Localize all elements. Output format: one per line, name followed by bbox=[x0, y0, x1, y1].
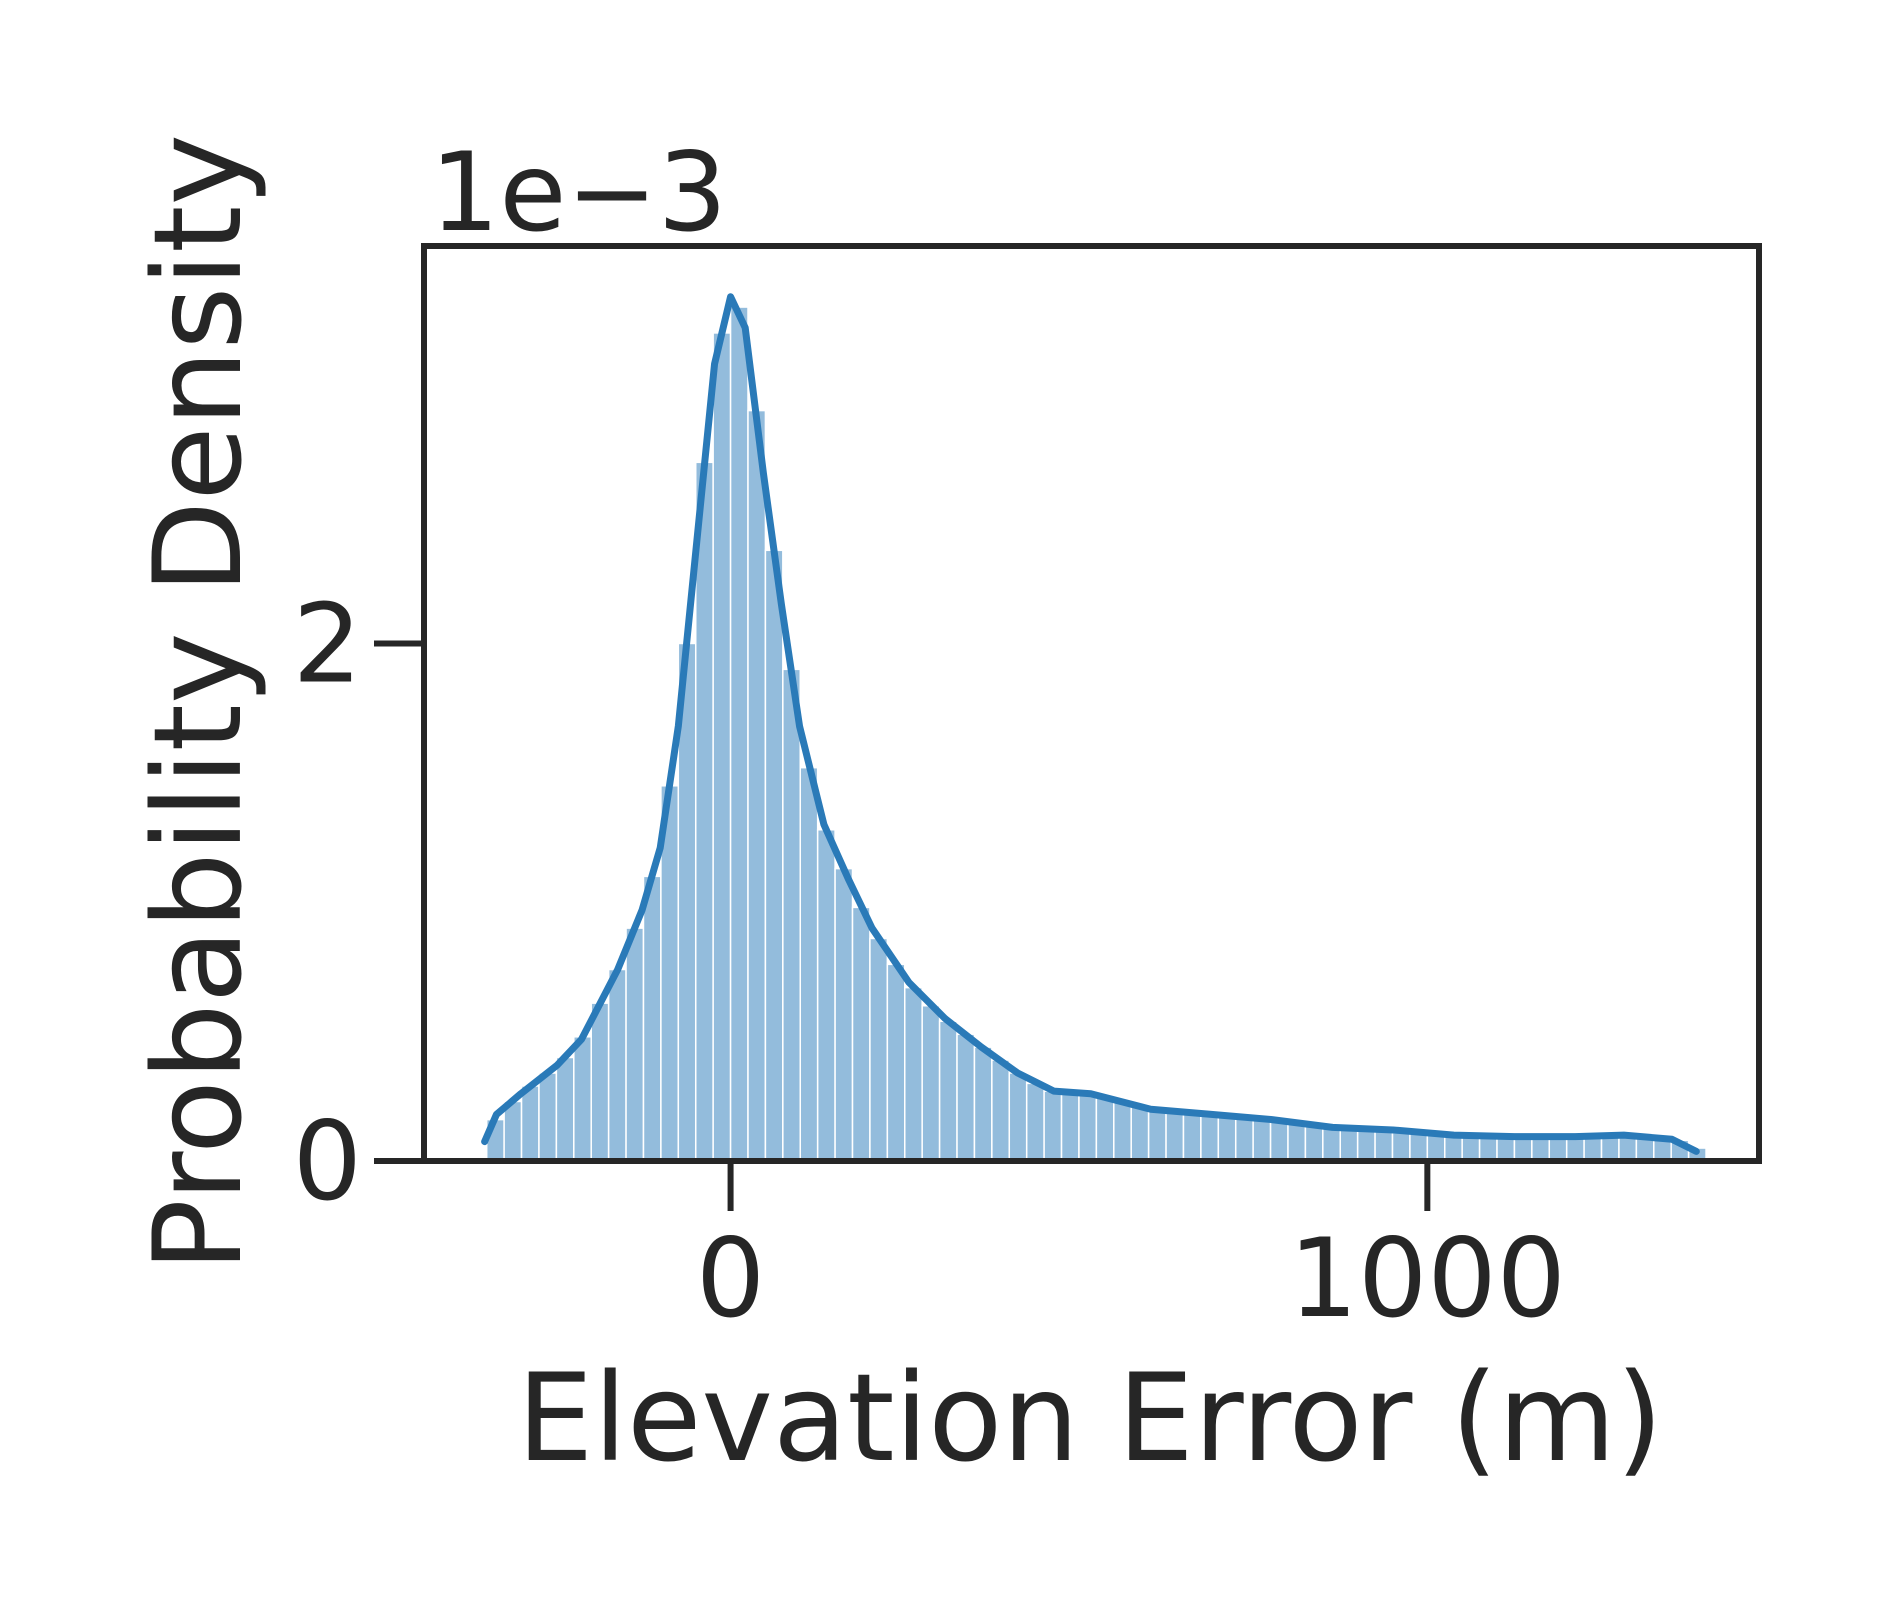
bar bbox=[1182, 1112, 1202, 1162]
bar bbox=[1339, 1127, 1359, 1162]
bar bbox=[503, 1100, 523, 1162]
bar bbox=[816, 829, 836, 1162]
bar bbox=[1113, 1100, 1132, 1162]
bar bbox=[1374, 1129, 1394, 1162]
bar bbox=[886, 963, 906, 1162]
bar bbox=[1426, 1132, 1446, 1162]
bar bbox=[625, 927, 645, 1162]
bar bbox=[1269, 1118, 1289, 1162]
bar bbox=[729, 306, 749, 1162]
bar bbox=[869, 937, 889, 1162]
bar bbox=[1008, 1072, 1028, 1162]
bar bbox=[1409, 1131, 1429, 1162]
bar bbox=[555, 1056, 575, 1162]
bar bbox=[1600, 1134, 1620, 1162]
bar bbox=[1043, 1090, 1063, 1162]
y-tick-label: 2 bbox=[293, 580, 362, 707]
kde-line bbox=[481, 293, 1700, 1155]
bar bbox=[973, 1046, 993, 1162]
bar bbox=[694, 461, 714, 1162]
bar bbox=[1252, 1117, 1272, 1162]
bar bbox=[538, 1072, 558, 1162]
bar bbox=[1287, 1121, 1307, 1162]
plot-frame bbox=[421, 243, 1762, 1164]
bar bbox=[1531, 1135, 1551, 1162]
bar bbox=[1391, 1129, 1411, 1162]
bar bbox=[1548, 1135, 1568, 1162]
bar bbox=[1356, 1128, 1376, 1162]
bar bbox=[991, 1059, 1011, 1162]
bar bbox=[1025, 1082, 1045, 1162]
bar bbox=[799, 766, 819, 1162]
bar bbox=[921, 1004, 941, 1162]
bar bbox=[938, 1020, 958, 1162]
y-tick-label: 0 bbox=[293, 1098, 362, 1225]
bar bbox=[1565, 1135, 1585, 1162]
bar bbox=[834, 867, 854, 1162]
bar bbox=[904, 986, 923, 1162]
bar bbox=[747, 409, 767, 1162]
bar bbox=[956, 1033, 976, 1162]
bar bbox=[1496, 1135, 1516, 1162]
bar bbox=[1165, 1111, 1185, 1162]
bar bbox=[1217, 1114, 1237, 1162]
y-axis-label: Probability Density bbox=[128, 134, 269, 1272]
bar bbox=[1200, 1113, 1220, 1162]
bar bbox=[1322, 1126, 1341, 1162]
bar bbox=[1583, 1135, 1603, 1162]
bar bbox=[607, 968, 627, 1162]
bar bbox=[1234, 1116, 1254, 1162]
bar bbox=[590, 1002, 610, 1162]
x-tick-label: 0 bbox=[696, 1215, 765, 1342]
bar bbox=[1304, 1124, 1324, 1162]
x-tick-label: 1000 bbox=[1289, 1215, 1566, 1342]
y-offset-label: 1e−3 bbox=[430, 129, 727, 256]
bar bbox=[1478, 1135, 1498, 1162]
bar bbox=[712, 332, 732, 1162]
bar bbox=[1513, 1135, 1533, 1162]
bar bbox=[851, 906, 871, 1162]
bar bbox=[1130, 1105, 1150, 1162]
bar bbox=[1444, 1134, 1463, 1162]
x-axis-label: Elevation Error (m) bbox=[517, 1348, 1663, 1489]
bar bbox=[764, 549, 784, 1162]
bar bbox=[1060, 1091, 1080, 1162]
bar bbox=[573, 1036, 592, 1162]
bar bbox=[520, 1085, 540, 1162]
bar bbox=[1095, 1096, 1115, 1162]
bar bbox=[642, 875, 662, 1162]
bar bbox=[1147, 1108, 1167, 1162]
bar bbox=[1078, 1092, 1098, 1162]
bar bbox=[1461, 1134, 1481, 1162]
bar bbox=[782, 668, 802, 1162]
